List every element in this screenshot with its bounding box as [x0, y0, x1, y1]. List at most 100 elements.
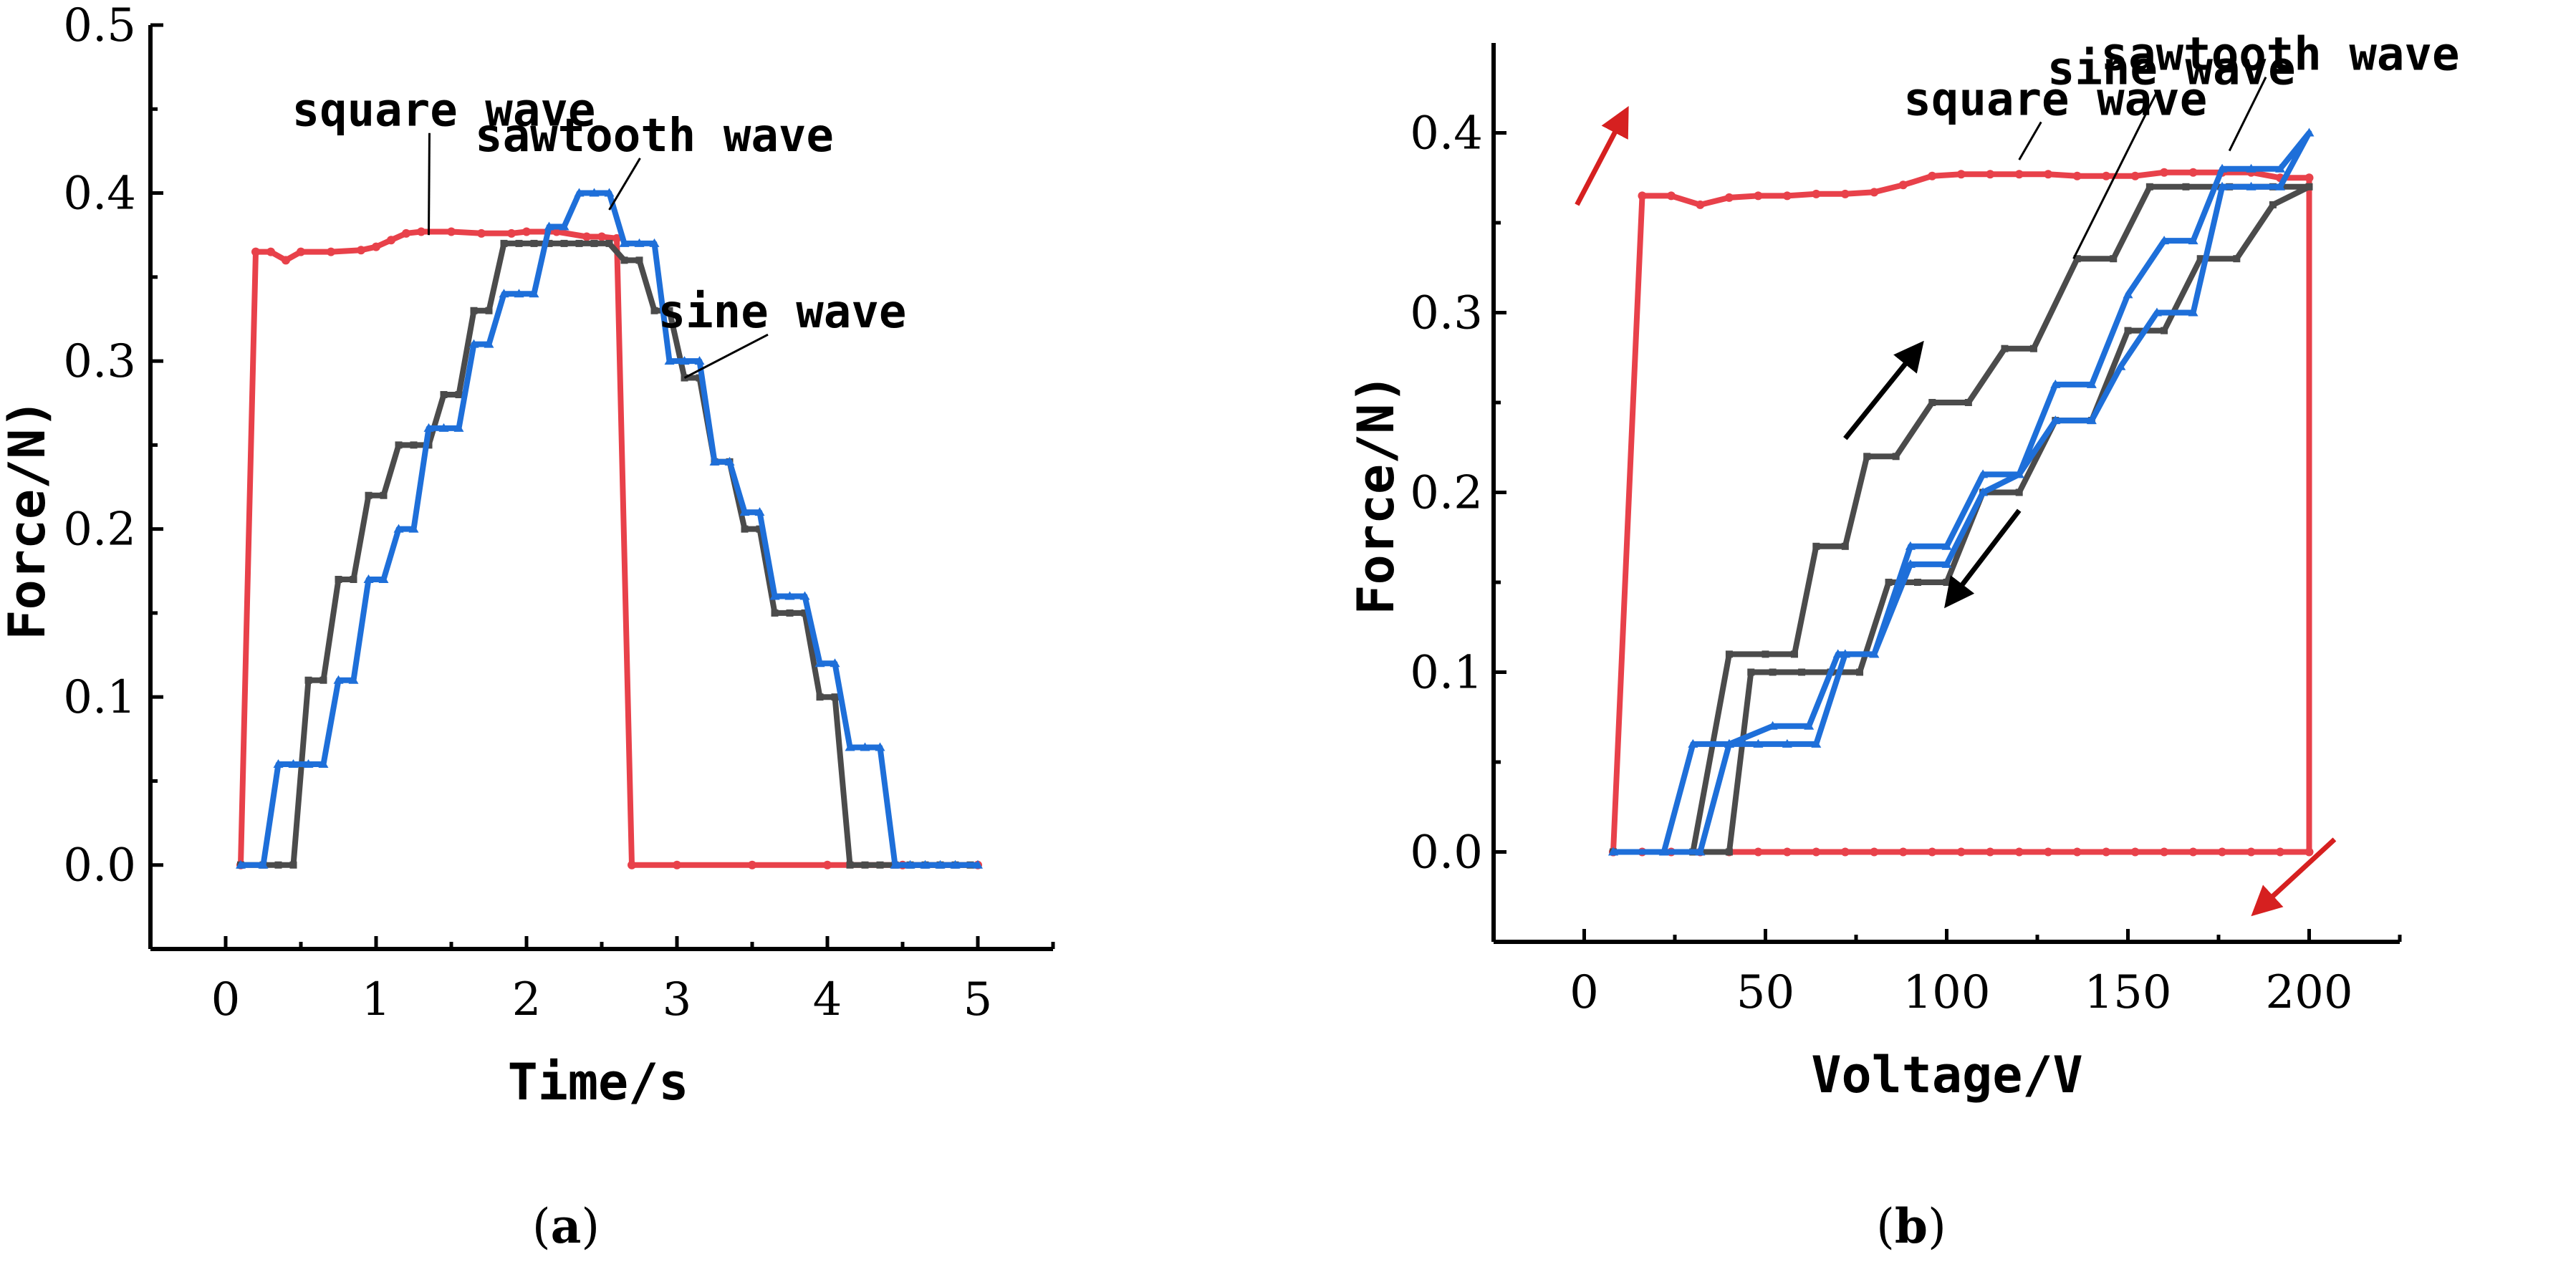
data-point-sawtooth-wave: [814, 658, 825, 668]
data-point-sawtooth-wave: [544, 221, 554, 231]
data-point-sawtooth-wave: [236, 859, 246, 869]
data-point-sawtooth-wave: [1978, 469, 1989, 478]
annotation-label: sine wave: [658, 286, 907, 339]
x-tick-label-a: 1: [362, 973, 391, 1026]
data-point-sawtooth-wave: [2275, 163, 2286, 173]
data-point-square-wave: [2072, 847, 2082, 857]
data-point-square-wave: [1840, 847, 1850, 857]
data-point-sawtooth-wave: [468, 339, 479, 348]
annotation-label: sine wave: [2047, 43, 2296, 96]
data-point-square-wave: [2072, 171, 2082, 180]
data-point-sawtooth-wave: [694, 356, 705, 365]
data-point-sine-wave: [1725, 848, 1733, 856]
data-point-sawtooth-wave: [709, 456, 720, 466]
data-point-sawtooth-wave: [2086, 415, 2097, 425]
y-tick-label-b: 0.3: [1410, 287, 1483, 340]
data-point-sawtooth-wave: [1688, 738, 1698, 748]
data-point-sawtooth-wave: [634, 238, 645, 247]
data-point-sine-wave: [2182, 183, 2190, 191]
y-tick-label-b: 0.0: [1410, 827, 1483, 880]
data-point-square-wave: [2044, 170, 2053, 179]
direction-arrow: [1575, 106, 1629, 206]
y-tick-label-a: 0.4: [63, 168, 136, 221]
data-point-sawtooth-wave: [1832, 649, 1843, 658]
annotation-leader-line: [683, 333, 769, 379]
data-point-sawtooth-wave: [1804, 721, 1815, 730]
data-point-square-wave: [1870, 188, 1879, 197]
data-point-sine-wave: [304, 676, 312, 684]
data-point-sine-wave: [2073, 255, 2081, 263]
data-point-sine-wave: [1798, 668, 1806, 676]
data-point-sawtooth-wave: [258, 859, 269, 869]
data-point-sawtooth-wave: [288, 759, 299, 768]
data-point-square-wave: [1986, 847, 1995, 857]
data-point-sine-wave: [319, 676, 327, 684]
data-point-sine-wave: [2305, 183, 2313, 191]
data-point-square-wave: [1812, 189, 1821, 198]
data-point-square-wave: [1840, 189, 1850, 198]
data-point-sawtooth-wave: [333, 675, 344, 684]
data-point-square-wave: [507, 228, 516, 238]
data-point-square-wave: [447, 227, 456, 236]
data-point-sine-wave: [380, 491, 388, 499]
data-point-sine-wave: [2196, 255, 2204, 263]
data-point-sine-wave: [786, 609, 794, 617]
data-point-square-wave: [1782, 191, 1792, 201]
data-point-square-wave: [2305, 173, 2314, 183]
annotation-leader-line: [428, 133, 431, 236]
data-point-sine-wave: [485, 307, 493, 314]
data-point-square-wave: [2246, 847, 2256, 857]
data-point-square-wave: [2305, 847, 2314, 857]
data-point-square-wave: [477, 228, 486, 238]
data-point-square-wave: [417, 227, 426, 236]
x-tick-label-a: 5: [963, 973, 993, 1026]
data-point-sawtooth-wave: [514, 289, 524, 298]
data-point-sine-wave: [2001, 345, 2009, 352]
data-point-sine-wave: [2161, 327, 2168, 334]
data-point-sawtooth-wave: [438, 423, 449, 432]
annotation-label: sawtooth wave: [475, 110, 834, 163]
data-point-sine-wave: [1747, 668, 1755, 676]
data-point-sawtooth-wave: [1782, 738, 1792, 748]
data-point-sine-wave: [1841, 542, 1849, 550]
x-tick-label-b: 0: [1570, 966, 1599, 1019]
data-point-sawtooth-wave: [1905, 559, 1916, 568]
data-point-sawtooth-wave: [973, 859, 983, 869]
data-point-sawtooth-wave: [754, 507, 765, 516]
data-point-sine-wave: [530, 239, 538, 247]
data-point-square-wave: [1666, 191, 1676, 201]
data-point-sawtooth-wave: [2159, 236, 2170, 245]
data-point-sine-wave: [605, 239, 613, 247]
data-point-sawtooth-wave: [2188, 236, 2198, 245]
series-line-sine-wave-b: [1613, 183, 2312, 855]
data-point-sawtooth-wave: [1607, 847, 1618, 856]
data-point-square-wave: [251, 247, 260, 256]
x-tick-label-b: 150: [2084, 966, 2171, 1019]
data-point-sawtooth-wave: [378, 574, 389, 583]
data-point-square-wave: [1754, 847, 1763, 857]
x-tick-label-b: 100: [1903, 966, 1990, 1019]
y-tick-label-a: 0.2: [63, 504, 136, 557]
data-point-square-wave: [2102, 847, 2111, 857]
data-point-square-wave: [2044, 847, 2053, 857]
data-point-sawtooth-wave: [1941, 541, 1952, 550]
data-point-sawtooth-wave: [2050, 379, 2061, 388]
data-point-sine-wave: [1856, 668, 1864, 676]
y-tick-label-a: 0.1: [63, 671, 136, 724]
data-point-sawtooth-wave: [1811, 738, 1822, 748]
data-point-sawtooth-wave: [950, 859, 961, 869]
data-point-sawtooth-wave: [423, 423, 434, 432]
data-point-sine-wave: [2029, 345, 2037, 352]
data-point-sawtooth-wave: [799, 591, 810, 600]
data-point-sine-wave: [1892, 453, 1900, 461]
data-point-sawtooth-wave: [1941, 559, 1952, 568]
data-point-sawtooth-wave: [484, 339, 494, 348]
data-point-square-wave: [2160, 847, 2169, 857]
data-point-sawtooth-wave: [303, 759, 314, 768]
data-point-square-wave: [327, 247, 335, 256]
data-point-sine-wave: [741, 525, 749, 533]
data-point-sawtooth-wave: [1695, 847, 1706, 856]
data-point-square-wave: [673, 860, 681, 869]
data-point-square-wave: [1754, 191, 1763, 201]
data-point-square-wave: [1870, 847, 1879, 857]
